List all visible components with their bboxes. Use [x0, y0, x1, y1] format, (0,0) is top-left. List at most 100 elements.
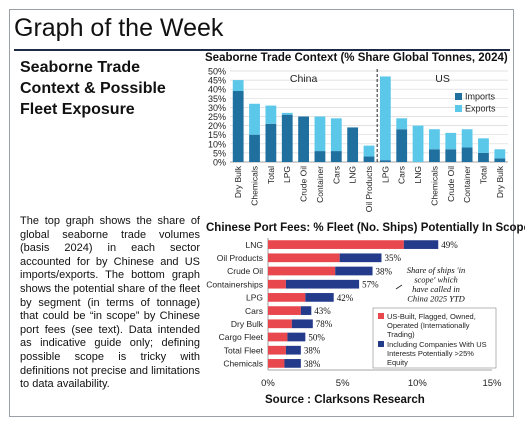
imports-bar: [249, 134, 260, 162]
exports-bar: [478, 138, 489, 153]
imports-bar: [478, 152, 489, 162]
imports-bar: [445, 149, 457, 162]
us-built-bar: [268, 359, 285, 368]
exports-bar: [249, 103, 260, 135]
exports-bar: [363, 145, 375, 157]
y-tick-label: 40%: [208, 85, 226, 95]
annotation-line: China 2025 YTD: [407, 294, 465, 304]
imports-bar: [363, 156, 375, 162]
x-category-label: Cars: [397, 166, 407, 184]
legend-label-us-built: Trading): [387, 330, 415, 339]
page-title: Graph of the Week: [14, 14, 224, 42]
us-built-bar: [268, 240, 404, 249]
y-tick-label: 5%: [213, 148, 226, 158]
us-interests-bar: [285, 345, 301, 355]
legend-swatch-us-interests: [378, 341, 384, 347]
y-tick-label: 15%: [208, 130, 226, 140]
x-category-label: Dry Bulk: [495, 165, 505, 198]
data-label: 35%: [384, 253, 401, 263]
imports-bar: [429, 149, 440, 162]
us-interests-bar: [339, 253, 382, 263]
x-category-label: Crude Oil: [299, 166, 309, 202]
x-category-label: LPG: [380, 166, 390, 183]
us-interests-bar: [305, 293, 334, 302]
y-tick-label: 10%: [208, 139, 226, 149]
imports-bar: [379, 160, 391, 162]
x-category-label: Oil Products: [364, 166, 374, 212]
us-interests-bar: [403, 240, 439, 249]
imports-bar: [281, 114, 293, 162]
legend-label-exports: Exports: [465, 104, 496, 114]
annotation-line: Share of ships 'in: [407, 265, 465, 275]
y-tick-label: 20%: [208, 121, 226, 131]
imports-bar: [330, 151, 342, 162]
annotation-leader: [395, 284, 403, 290]
us-interests-bar: [335, 266, 373, 276]
exports-bar: [396, 118, 408, 130]
annotation-line: scope' which: [414, 275, 458, 285]
imports-bar: [298, 116, 309, 162]
data-label: 50%: [308, 332, 325, 342]
description-text: The top graph shows the share of global …: [20, 215, 200, 391]
us-built-bar: [268, 293, 306, 302]
legend-swatch-exports: [455, 105, 462, 112]
data-label: 78%: [316, 319, 333, 329]
imports-bar: [347, 127, 359, 162]
exports-bar: [265, 105, 277, 124]
x-category-label: Container: [315, 166, 325, 203]
group-label-china: China: [290, 73, 318, 85]
imports-bar: [232, 91, 244, 162]
y-tick-label: 0%: [213, 158, 226, 168]
section-heading: Seaborne Trade Context & Possible Fleet …: [20, 57, 195, 120]
us-built-bar: [268, 345, 286, 355]
us-built-bar: [268, 266, 336, 276]
data-label: 38%: [304, 346, 321, 356]
legend-label-us-interests: Including Companies With US: [387, 340, 487, 349]
y-category-label: Oil Products: [217, 253, 263, 263]
us-interests-bar: [291, 319, 313, 329]
x-tick-label: 15%: [482, 378, 502, 389]
fees-chart-title: Chinese Port Fees: % Fleet (No. Ships) P…: [206, 222, 525, 234]
heading-line-2: Context & Possible: [20, 80, 166, 97]
data-label: 43%: [314, 306, 331, 316]
data-label: 38%: [304, 359, 321, 369]
y-tick-label: 35%: [208, 94, 226, 104]
y-category-label: Containerships: [206, 279, 263, 289]
imports-bar: [461, 147, 473, 162]
exports-bar: [445, 132, 457, 150]
y-tick-label: 25%: [208, 112, 226, 122]
y-category-label: LPG: [246, 293, 263, 303]
exports-bar: [330, 118, 342, 152]
x-category-label: Total: [478, 166, 488, 184]
us-built-bar: [268, 319, 292, 329]
y-category-label: LNG: [246, 240, 263, 250]
exports-bar: [494, 149, 506, 159]
y-category-label: Crude Oil: [227, 266, 263, 276]
source-note: Source : Clarksons Research: [265, 394, 425, 406]
us-built-bar: [268, 332, 288, 342]
x-category-label: Total: [266, 166, 276, 184]
annotation-line: have called in: [412, 284, 460, 294]
us-built-bar: [268, 279, 286, 289]
us-interests-bar: [287, 332, 306, 342]
trade-chart-title: Seaborne Trade Context (% Share Global T…: [205, 52, 508, 64]
heading-line-1: Seaborne Trade: [20, 59, 141, 76]
y-category-label: Total Fleet: [224, 345, 264, 355]
x-tick-label: 10%: [408, 378, 428, 389]
exports-bar: [281, 112, 293, 115]
x-category-label: Dry Bulk: [233, 165, 243, 198]
y-category-label: Cargo Fleet: [219, 332, 264, 342]
data-label: 38%: [376, 266, 393, 276]
legend-swatch-us-built: [378, 313, 384, 319]
heading-line-3: Fleet Exposure: [20, 101, 135, 118]
y-tick-label: 45%: [208, 76, 226, 86]
title-rule: [14, 49, 510, 51]
x-category-label: Crude Oil: [446, 166, 456, 202]
x-category-label: LNG: [413, 166, 423, 183]
x-category-label: Cars: [331, 166, 341, 184]
legend-swatch-imports: [455, 93, 462, 100]
exports-bar: [461, 129, 473, 148]
data-label: 42%: [337, 293, 354, 303]
